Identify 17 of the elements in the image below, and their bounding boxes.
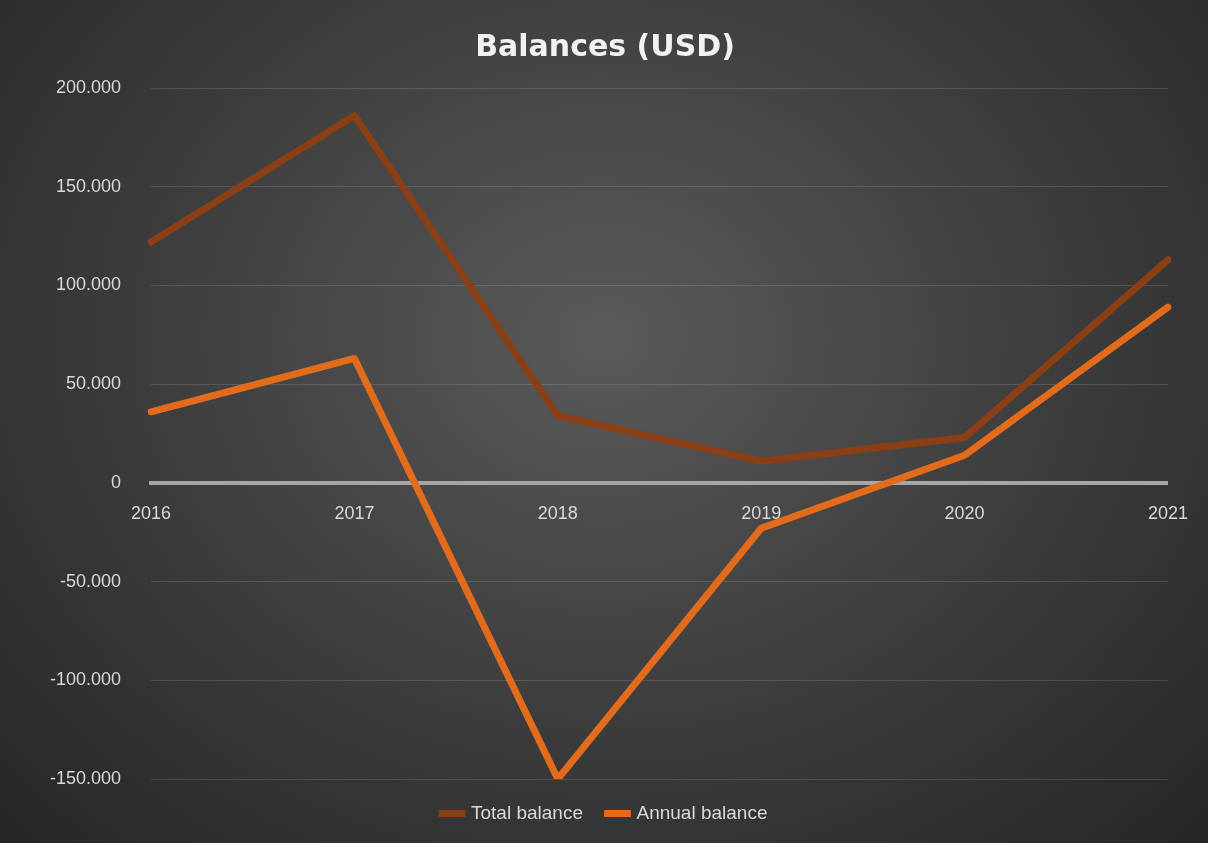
y-tick-label: -150.000 [50,767,122,788]
legend-label: Total balance [471,801,583,823]
x-tick-label: 2017 [334,502,375,523]
y-tick-label: 200.000 [55,76,122,97]
y-tick-label: 150.000 [55,175,122,196]
legend-label: Annual balance [636,801,768,823]
y-tick-label: -50.000 [60,570,122,591]
y-tick-label: 0 [111,471,122,492]
x-tick-label: 2020 [944,502,985,523]
x-tick-label: 2019 [741,502,782,523]
y-tick-label: 50.000 [66,373,122,394]
y-tick-label: 100.000 [55,274,122,295]
x-tick-label: 2018 [537,502,578,523]
chart-title: Balances (USD) [475,27,735,63]
x-tick-label: 2021 [1147,502,1188,523]
y-tick-label: -100.000 [50,669,122,690]
x-tick-label: 2016 [131,502,172,523]
